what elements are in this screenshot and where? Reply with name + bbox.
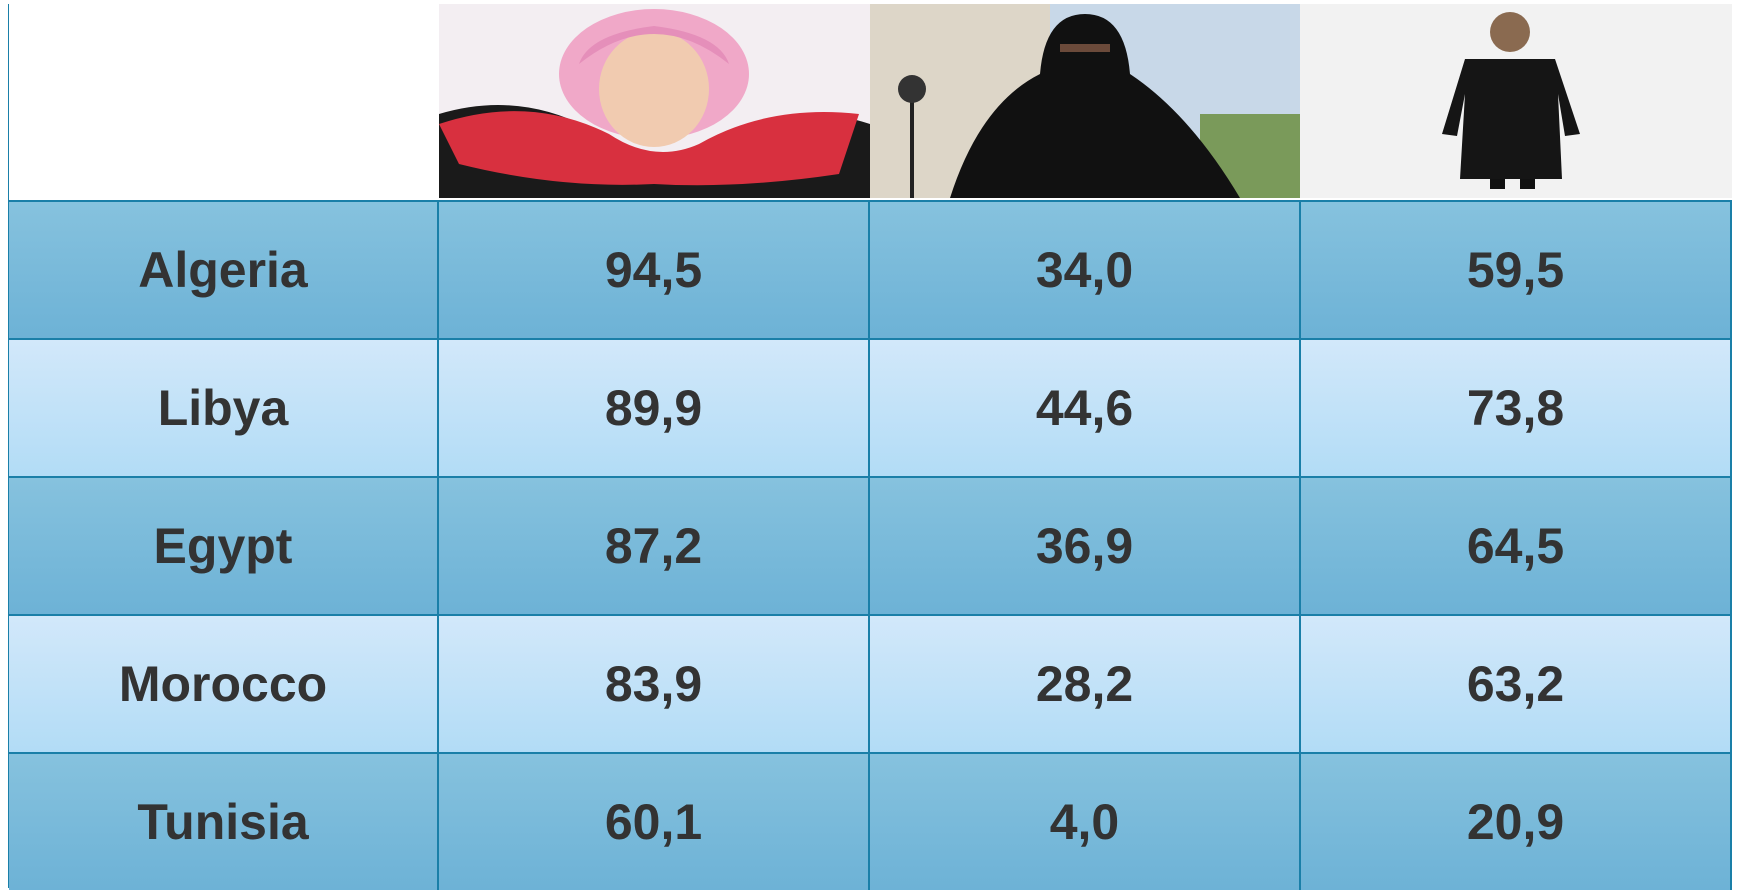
country-label: Morocco (9, 616, 439, 752)
value-cell: 89,9 (439, 340, 870, 476)
value-cell: 28,2 (870, 616, 1301, 752)
country-label: Algeria (9, 202, 439, 338)
page: Algeria94,534,059,5Libya89,944,673,8Egyp… (0, 0, 1737, 888)
hijab-photo (439, 4, 870, 198)
niqab-photo (870, 4, 1300, 198)
value-cell: 87,2 (439, 478, 870, 614)
header-row (9, 4, 1732, 200)
value-cell: 36,9 (870, 478, 1301, 614)
value-cell: 64,5 (1301, 478, 1732, 614)
value-cell: 60,1 (439, 754, 870, 890)
value-cell: 63,2 (1301, 616, 1732, 752)
value-cell: 73,8 (1301, 340, 1732, 476)
country-label: Libya (9, 340, 439, 476)
country-label: Egypt (9, 478, 439, 614)
thobe-photo (1300, 4, 1732, 198)
value-cell: 20,9 (1301, 754, 1732, 890)
value-cell: 4,0 (870, 754, 1301, 890)
value-cell: 94,5 (439, 202, 870, 338)
value-cell: 34,0 (870, 202, 1301, 338)
value-cell: 83,9 (439, 616, 870, 752)
value-cell: 59,5 (1301, 202, 1732, 338)
country-label: Tunisia (9, 754, 439, 890)
value-cell: 44,6 (870, 340, 1301, 476)
